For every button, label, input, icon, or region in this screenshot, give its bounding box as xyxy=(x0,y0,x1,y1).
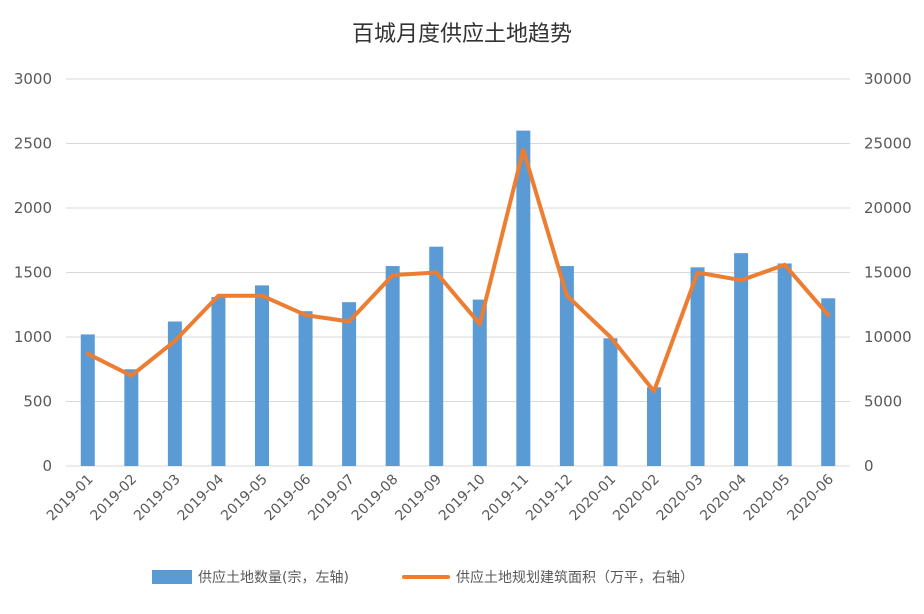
x-tick-label: 2019-08 xyxy=(349,472,402,525)
bar-2019-02 xyxy=(124,369,138,466)
bar-2020-05 xyxy=(778,263,792,466)
x-tick-label: 2019-03 xyxy=(131,472,184,525)
x-tick-label: 2019-04 xyxy=(175,471,228,524)
x-tick-label: 2019-01 xyxy=(44,472,97,525)
bar-2019-06 xyxy=(299,311,313,466)
left-axis-ticks: 0 500 1000 1500 2000 2500 3000 xyxy=(14,70,52,475)
x-tick-label: 2019-12 xyxy=(523,472,576,525)
legend-bar-label: 供应土地数量(宗，左轴) xyxy=(198,569,349,586)
right-tick-label: 5000 xyxy=(864,393,902,411)
bar-2019-08 xyxy=(386,266,400,466)
left-tick-label: 1500 xyxy=(14,264,52,282)
left-tick-label: 2500 xyxy=(14,135,52,153)
left-tick-label: 3000 xyxy=(14,70,52,88)
right-tick-label: 25000 xyxy=(864,135,912,153)
x-tick-label: 2019-11 xyxy=(479,472,532,525)
x-tick-label: 2020-03 xyxy=(654,472,707,525)
line-series xyxy=(88,150,828,391)
x-tick-label: 2019-02 xyxy=(87,472,140,525)
right-tick-label: 15000 xyxy=(864,264,912,282)
left-tick-label: 1000 xyxy=(14,328,52,346)
legend-line-label: 供应土地规划建筑面积（万平，右轴） xyxy=(456,569,694,586)
bar-2019-05 xyxy=(255,285,269,466)
bar-2020-06 xyxy=(821,298,835,466)
bar-2020-02 xyxy=(647,387,661,466)
x-tick-label: 2019-06 xyxy=(262,471,315,524)
line-path xyxy=(88,150,828,391)
x-axis-ticks: 2019-012019-022019-032019-042019-052019-… xyxy=(44,471,837,524)
gridlines xyxy=(66,79,850,466)
right-axis-ticks: 0 5000 10000 15000 20000 25000 30000 xyxy=(864,70,912,475)
x-tick-label: 2019-10 xyxy=(436,472,489,525)
x-tick-label: 2019-05 xyxy=(218,472,271,525)
x-tick-label: 2020-04 xyxy=(697,471,750,524)
x-tick-label: 2019-07 xyxy=(305,472,358,525)
right-tick-label: 30000 xyxy=(864,70,912,88)
bar-2019-11 xyxy=(516,131,530,466)
x-tick-label: 2020-02 xyxy=(610,472,663,525)
x-tick-label: 2020-06 xyxy=(784,471,837,524)
right-tick-label: 20000 xyxy=(864,199,912,217)
left-tick-label: 500 xyxy=(23,393,52,411)
legend-bar-swatch xyxy=(152,570,192,584)
bar-2020-03 xyxy=(691,267,705,466)
bar-2020-04 xyxy=(734,253,748,466)
bar-2019-07 xyxy=(342,302,356,466)
x-tick-label: 2020-05 xyxy=(741,472,794,525)
left-tick-label: 2000 xyxy=(14,199,52,217)
x-tick-label: 2019-09 xyxy=(392,472,445,525)
right-tick-label: 10000 xyxy=(864,328,912,346)
x-tick-label: 2020-01 xyxy=(567,472,620,525)
bar-2020-01 xyxy=(603,338,617,466)
chart-title: 百城月度供应土地趋势 xyxy=(352,22,572,47)
right-tick-label: 0 xyxy=(864,457,874,475)
left-tick-label: 0 xyxy=(42,457,52,475)
bar-2019-04 xyxy=(211,297,225,466)
legend: 供应土地数量(宗，左轴) 供应土地规划建筑面积（万平，右轴） xyxy=(152,569,694,586)
